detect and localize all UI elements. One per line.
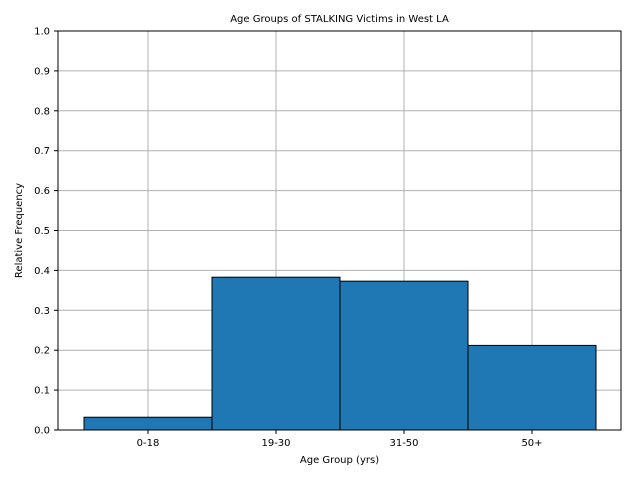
- x-axis-label: Age Group (yrs): [300, 455, 379, 466]
- bar-50+: [467, 344, 597, 431]
- x-tick-label: 0-18: [137, 438, 160, 449]
- y-axis-label: Relative Frequency: [14, 183, 25, 278]
- y-tick-label: 0.9: [34, 66, 50, 77]
- bar-layer: [83, 276, 597, 431]
- tick-layer: 0.0 0.1 0.2 0.3 0.4 0.5 0.6 0.7 0.8 0.9 1.0 0-18 19-…: [34, 27, 542, 450]
- x-tick-label: 31-50: [389, 438, 418, 449]
- y-tick-label: 0.0: [34, 426, 50, 437]
- bar-31-50: [339, 280, 469, 431]
- chart-title: Age Groups of STALKING Victims in West L…: [230, 14, 449, 25]
- x-tick-label: 19-30: [261, 438, 290, 449]
- y-tick-label: 0.6: [34, 186, 50, 197]
- y-tick-label: 0.8: [34, 106, 50, 117]
- y-tick-label: 0.5: [34, 226, 50, 237]
- y-tick-label: 0.3: [34, 306, 50, 317]
- y-tick-label: 0.7: [34, 146, 50, 157]
- x-tick-label: 50+: [521, 438, 542, 449]
- y-tick-label: 0.2: [34, 346, 50, 357]
- bar-19-30: [211, 276, 341, 431]
- y-tick-label: 0.1: [34, 386, 50, 397]
- y-tick-label: 1.0: [34, 27, 50, 38]
- bar-0-18: [83, 416, 213, 431]
- y-tick-label: 0.4: [34, 266, 50, 277]
